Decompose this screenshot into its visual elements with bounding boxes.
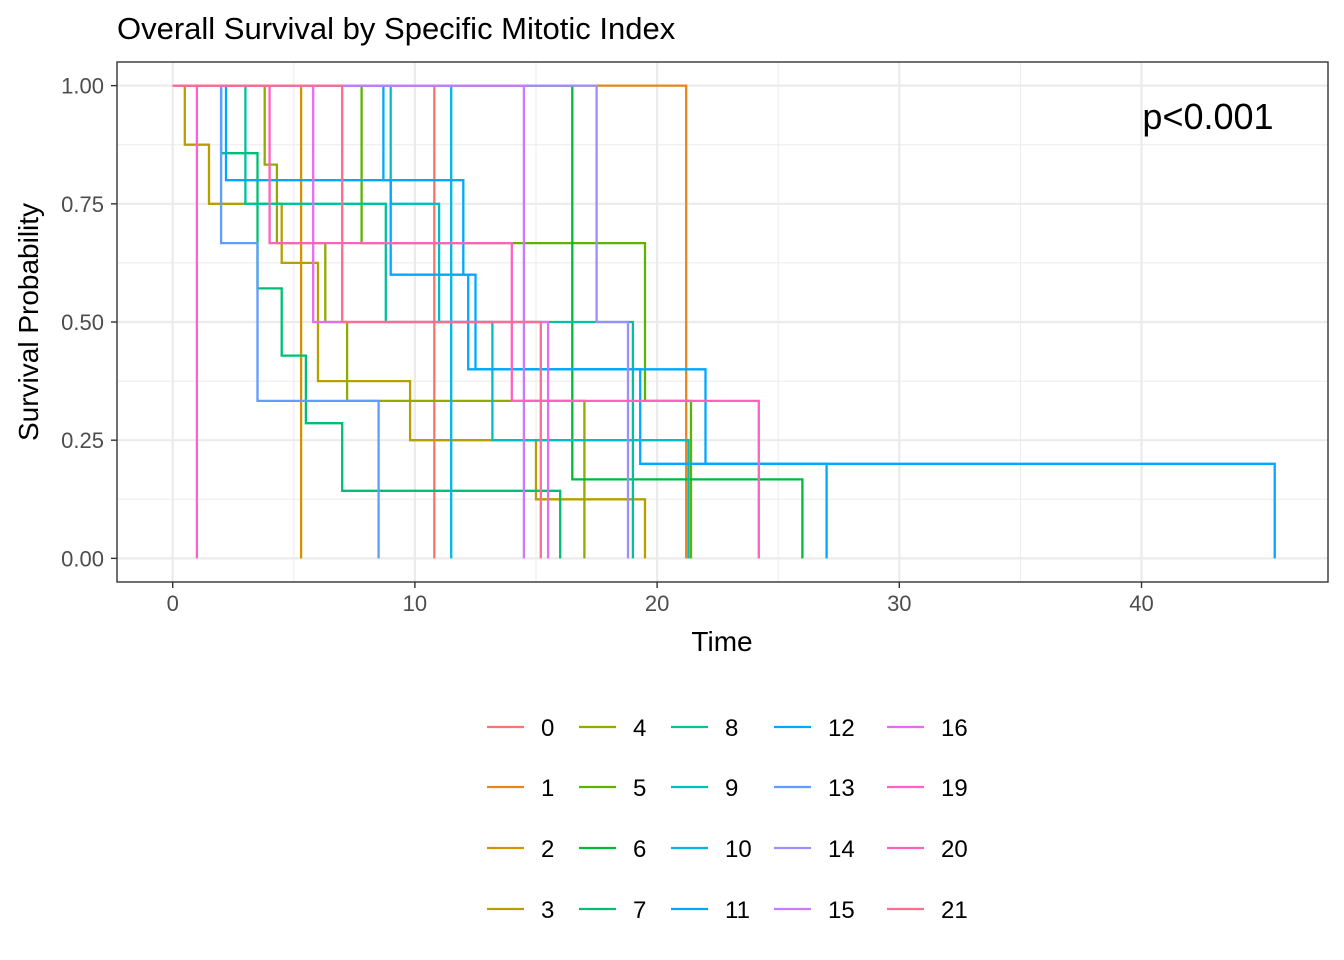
y-tick-label: 0.25 — [61, 428, 104, 453]
chart-title: Overall Survival by Specific Mitotic Ind… — [117, 11, 676, 46]
legend-label: 10 — [725, 836, 752, 863]
legend-item-14: 14 — [774, 836, 855, 863]
legend-item-20: 20 — [887, 836, 968, 863]
series-21-line — [172, 84, 542, 559]
legend-item-21: 21 — [887, 897, 968, 924]
y-axis-title: Survival Probability — [13, 203, 44, 441]
legend-item-2: 2 — [487, 836, 554, 863]
legend-label: 11 — [725, 897, 750, 924]
legend-label: 7 — [633, 897, 646, 924]
legend-item-10: 10 — [671, 836, 752, 863]
legend-label: 8 — [725, 715, 738, 742]
legend-item-4: 4 — [579, 715, 646, 742]
legend-item-12: 12 — [774, 715, 855, 742]
legend-label: 14 — [828, 836, 855, 863]
axis-ticks: 0 10 20 30 40 0.00 0.25 0.50 0.75 1.00 — [61, 74, 1154, 616]
legend-item-3: 3 — [487, 897, 554, 924]
legend-label: 4 — [633, 715, 646, 742]
legend-label: 20 — [941, 836, 968, 863]
x-tick-label: 40 — [1129, 591, 1153, 616]
y-tick-label: 0.00 — [61, 546, 104, 571]
legend-label: 2 — [541, 836, 554, 863]
x-axis-title: Time — [691, 626, 752, 657]
x-tick-label: 10 — [403, 591, 427, 616]
legend-label: 5 — [633, 775, 646, 802]
legend-label: 21 — [941, 897, 968, 924]
p-value-annotation: p<0.001 — [1142, 96, 1273, 137]
survival-curves — [172, 84, 1276, 559]
legend-item-1: 1 — [487, 775, 554, 802]
legend-label: 6 — [633, 836, 646, 863]
legend-label: 3 — [541, 897, 554, 924]
x-tick-label: 0 — [167, 591, 179, 616]
legend-item-15: 15 — [774, 897, 855, 924]
x-tick-label: 30 — [887, 591, 911, 616]
legend-item-13: 13 — [774, 775, 855, 802]
y-tick-label: 0.50 — [61, 310, 104, 335]
legend-label: 0 — [541, 715, 554, 742]
legend-label: 13 — [828, 775, 855, 802]
series-12-line — [172, 84, 1276, 559]
legend-label: 19 — [941, 775, 968, 802]
legend-item-8: 8 — [671, 715, 738, 742]
y-tick-label: 1.00 — [61, 74, 104, 99]
legend-item-11: 11 — [671, 897, 750, 924]
legend-item-9: 9 — [671, 775, 738, 802]
legend-label: 15 — [828, 897, 855, 924]
y-tick-label: 0.75 — [61, 192, 104, 217]
x-tick-label: 20 — [645, 591, 669, 616]
legend-label: 9 — [725, 775, 738, 802]
legend-item-0: 0 — [487, 715, 554, 742]
legend-label: 16 — [941, 715, 968, 742]
legend-item-6: 6 — [579, 836, 646, 863]
legend-item-16: 16 — [887, 715, 968, 742]
legend-label: 12 — [828, 715, 855, 742]
legend-label: 1 — [541, 775, 554, 802]
legend-item-19: 19 — [887, 775, 968, 802]
legend-item-5: 5 — [579, 775, 646, 802]
legend-item-7: 7 — [579, 897, 646, 924]
